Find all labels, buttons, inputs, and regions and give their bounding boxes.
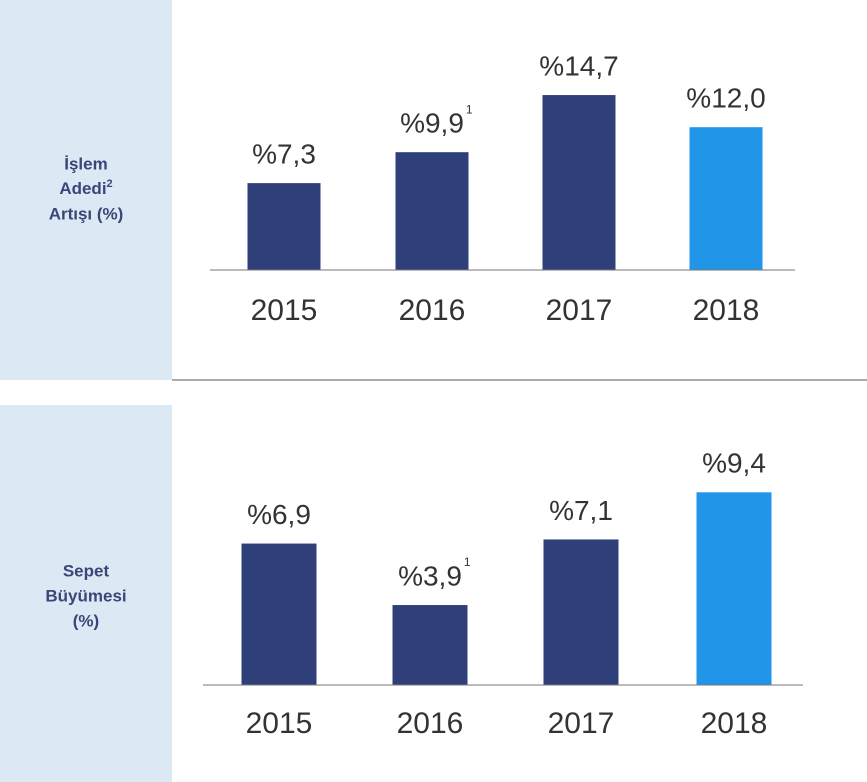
value-label: %7,3: [252, 139, 316, 170]
panel-title: İşlem: [64, 154, 107, 173]
x-tick-label: 2015: [251, 294, 318, 327]
side-panel: [0, 0, 172, 380]
bar: [696, 492, 772, 685]
panel-title-line: Adedi: [59, 179, 106, 198]
bar: [247, 183, 321, 270]
footnote-mark: 1: [464, 555, 471, 569]
panel-title: Sepet: [63, 561, 110, 580]
bar: [241, 543, 317, 685]
value-label: %7,1: [549, 495, 613, 526]
footnote-mark: 1: [466, 102, 473, 116]
value-label: %9,9: [400, 108, 464, 139]
x-tick-label: 2016: [399, 294, 466, 327]
panel-title: (%): [73, 611, 99, 630]
value-label: %12,0: [686, 83, 765, 114]
side-panel: [0, 405, 172, 782]
bar: [542, 95, 616, 270]
bar: [689, 127, 763, 270]
panel-title: Büyümesi: [45, 586, 126, 605]
value-label: %3,9: [398, 560, 462, 591]
x-tick-label: 2018: [701, 707, 768, 740]
x-tick-label: 2015: [246, 707, 313, 740]
x-tick-label: 2017: [546, 294, 613, 327]
value-label: %14,7: [539, 50, 618, 81]
bar: [392, 605, 468, 685]
value-label: %9,4: [702, 448, 766, 479]
x-tick-label: 2016: [397, 707, 464, 740]
x-tick-label: 2017: [548, 707, 615, 740]
panel-title: Artışı (%): [49, 204, 124, 223]
bar: [395, 152, 469, 270]
value-label: %6,9: [247, 499, 311, 530]
panel-title: Adedi2: [59, 178, 112, 199]
x-tick-label: 2018: [693, 294, 760, 327]
bar: [543, 539, 619, 685]
footnote-mark: 2: [107, 178, 113, 190]
